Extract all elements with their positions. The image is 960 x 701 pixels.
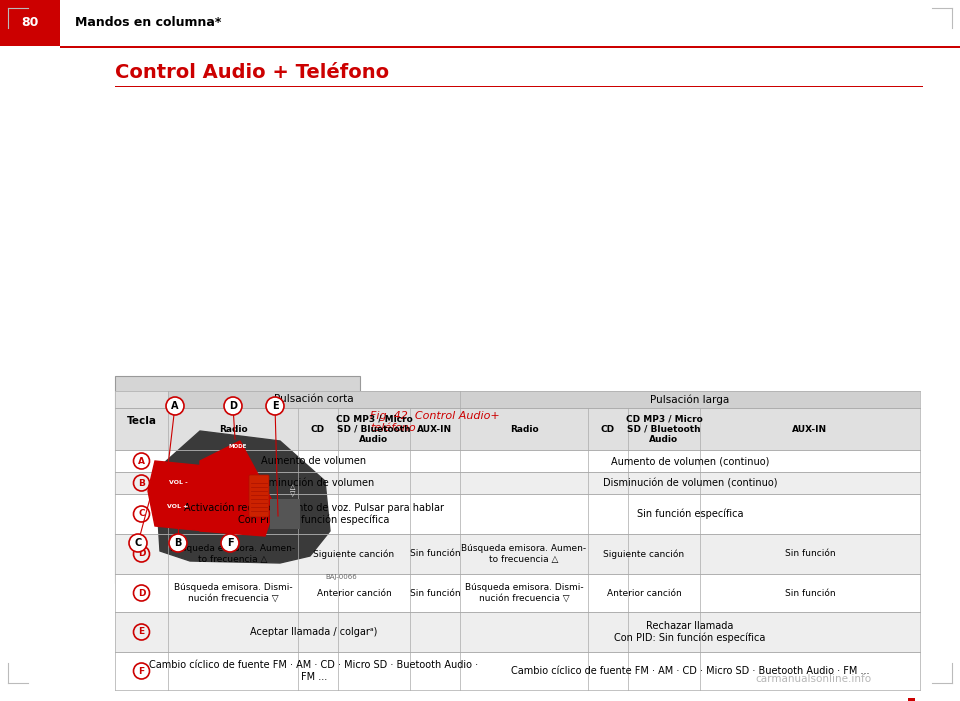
FancyBboxPatch shape xyxy=(115,612,920,652)
Circle shape xyxy=(224,397,242,415)
Text: Siguiente canción: Siguiente canción xyxy=(313,550,395,559)
Text: Sin función: Sin función xyxy=(410,589,460,597)
Text: Búsqueda emisora. Aumen-
to frecuencia △: Búsqueda emisora. Aumen- to frecuencia △ xyxy=(171,544,296,564)
Text: Siguiente canción: Siguiente canción xyxy=(604,550,684,559)
FancyBboxPatch shape xyxy=(115,450,920,472)
FancyBboxPatch shape xyxy=(115,494,920,534)
Text: F: F xyxy=(138,667,145,676)
Text: Sin función: Sin función xyxy=(784,550,835,559)
Text: Búsqueda emisora. Aumen-
to frecuencia △: Búsqueda emisora. Aumen- to frecuencia △ xyxy=(462,544,587,564)
Text: Pulsación corta: Pulsación corta xyxy=(275,395,354,404)
Text: Aumento de volumen: Aumento de volumen xyxy=(261,456,367,466)
Polygon shape xyxy=(148,461,210,531)
Text: Sin función: Sin función xyxy=(410,550,460,559)
Text: D: D xyxy=(229,401,237,411)
FancyBboxPatch shape xyxy=(115,391,920,408)
Text: Fig. 42  Control Audio+
teléfono: Fig. 42 Control Audio+ teléfono xyxy=(370,411,500,433)
Text: AUX-IN: AUX-IN xyxy=(418,425,452,433)
FancyBboxPatch shape xyxy=(115,391,168,450)
Text: F: F xyxy=(227,538,233,548)
Text: Pulsación larga: Pulsación larga xyxy=(650,394,730,404)
FancyBboxPatch shape xyxy=(115,472,920,494)
Text: Anterior canción: Anterior canción xyxy=(317,589,392,597)
Text: CD MP3 / Micro
SD / Bluetooth
Audio: CD MP3 / Micro SD / Bluetooth Audio xyxy=(626,414,703,444)
Text: AUX-IN: AUX-IN xyxy=(792,425,828,433)
Text: CD: CD xyxy=(311,425,325,433)
Text: VOL -: VOL - xyxy=(169,480,187,486)
Text: Anterior canción: Anterior canción xyxy=(607,589,682,597)
FancyBboxPatch shape xyxy=(115,376,360,583)
Text: MODE: MODE xyxy=(228,444,247,449)
Text: Radio: Radio xyxy=(219,425,248,433)
Text: Búsqueda emisora. Dismi-
nución frecuencia ▽: Búsqueda emisora. Dismi- nución frecuenc… xyxy=(465,583,584,603)
Text: D: D xyxy=(137,589,145,597)
FancyBboxPatch shape xyxy=(115,534,920,574)
FancyBboxPatch shape xyxy=(0,0,60,46)
FancyBboxPatch shape xyxy=(115,574,920,612)
Circle shape xyxy=(221,534,239,552)
Text: B: B xyxy=(175,538,181,548)
Text: C: C xyxy=(138,510,145,519)
Text: Rechazar llamada
Con PID: Sin función específica: Rechazar llamada Con PID: Sin función es… xyxy=(614,621,766,643)
Text: CD: CD xyxy=(601,425,615,433)
Text: Disminución de volumen (continuo): Disminución de volumen (continuo) xyxy=(603,478,778,488)
Polygon shape xyxy=(155,431,330,563)
Circle shape xyxy=(129,534,147,552)
Text: Disminución de volumen: Disminución de volumen xyxy=(253,478,374,488)
Text: Aceptar llamada / colgarᵃ): Aceptar llamada / colgarᵃ) xyxy=(251,627,377,637)
Text: A: A xyxy=(171,401,179,411)
FancyBboxPatch shape xyxy=(60,46,960,48)
Circle shape xyxy=(169,534,187,552)
FancyBboxPatch shape xyxy=(908,698,915,701)
Text: Aumento de volumen (continuo): Aumento de volumen (continuo) xyxy=(611,456,769,466)
Text: C: C xyxy=(134,538,142,548)
Text: B: B xyxy=(138,479,145,487)
Text: Cambio cíclico de fuente FM · AM · CD · Micro SD · Buetooth Audio ·
FM ...: Cambio cíclico de fuente FM · AM · CD · … xyxy=(150,660,479,682)
Text: VOL +: VOL + xyxy=(167,503,189,508)
Text: Búsqueda emisora. Dismi-
nución frecuencia ▽: Búsqueda emisora. Dismi- nución frecuenc… xyxy=(174,583,292,603)
Circle shape xyxy=(166,397,184,415)
Text: 80: 80 xyxy=(21,17,38,29)
Text: E: E xyxy=(272,401,278,411)
Text: CD MP3 / Micro
SD / Bluetooth
Audio: CD MP3 / Micro SD / Bluetooth Audio xyxy=(336,414,413,444)
Text: D: D xyxy=(137,550,145,559)
Text: Sin función: Sin función xyxy=(784,589,835,597)
FancyBboxPatch shape xyxy=(115,408,920,450)
FancyBboxPatch shape xyxy=(249,475,269,517)
Text: carmanualsonline.info: carmanualsonline.info xyxy=(755,674,871,684)
Text: Cambio cíclico de fuente FM · AM · CD · Micro SD · Buetooth Audio · FM ...: Cambio cíclico de fuente FM · AM · CD · … xyxy=(511,666,869,676)
Text: Tecla: Tecla xyxy=(127,416,156,426)
Text: △
▽: △ ▽ xyxy=(290,484,296,498)
Polygon shape xyxy=(200,441,275,536)
FancyBboxPatch shape xyxy=(115,652,920,690)
Text: A: A xyxy=(138,456,145,465)
Text: Sin función específica: Sin función específica xyxy=(636,509,743,519)
FancyBboxPatch shape xyxy=(270,499,300,529)
Circle shape xyxy=(266,397,284,415)
FancyBboxPatch shape xyxy=(115,86,923,87)
Text: Radio: Radio xyxy=(510,425,539,433)
Text: BAJ-0066: BAJ-0066 xyxy=(325,574,357,580)
Text: Mandos en columna*: Mandos en columna* xyxy=(75,17,222,29)
Text: Activación reconocimiento de voz. Pulsar para hablar
Con PID: Sin función especí: Activación reconocimiento de voz. Pulsar… xyxy=(184,503,444,525)
Text: E: E xyxy=(138,627,145,637)
Text: Control Audio + Teléfono: Control Audio + Teléfono xyxy=(115,64,389,83)
